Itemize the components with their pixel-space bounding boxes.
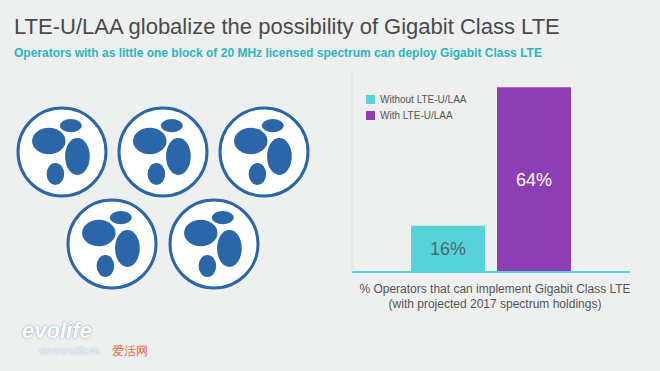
html-text:Operators with as little one b: Operators with as little one block of 20…	[14, 46, 542, 60]
html-text:www.evolife.cn: www.evolife.cn	[40, 346, 100, 356]
svg-text:16%: 16%	[430, 239, 466, 259]
html-text:LTE-U/LAA globalize the possib: LTE-U/LAA globalize the possibility of G…	[14, 14, 560, 39]
html-text:With LTE-U/LAA: With LTE-U/LAA	[380, 110, 453, 121]
svg-text:64%: 64%	[516, 170, 552, 190]
html-text:evolife: evolife	[22, 318, 92, 343]
html-text:% Operators that can implement: % Operators that can implement Gigabit C…	[359, 282, 631, 311]
html-text:爱活网: 爱活网	[112, 344, 148, 358]
html-text:Without LTE-U/LAA: Without LTE-U/LAA	[380, 94, 467, 105]
